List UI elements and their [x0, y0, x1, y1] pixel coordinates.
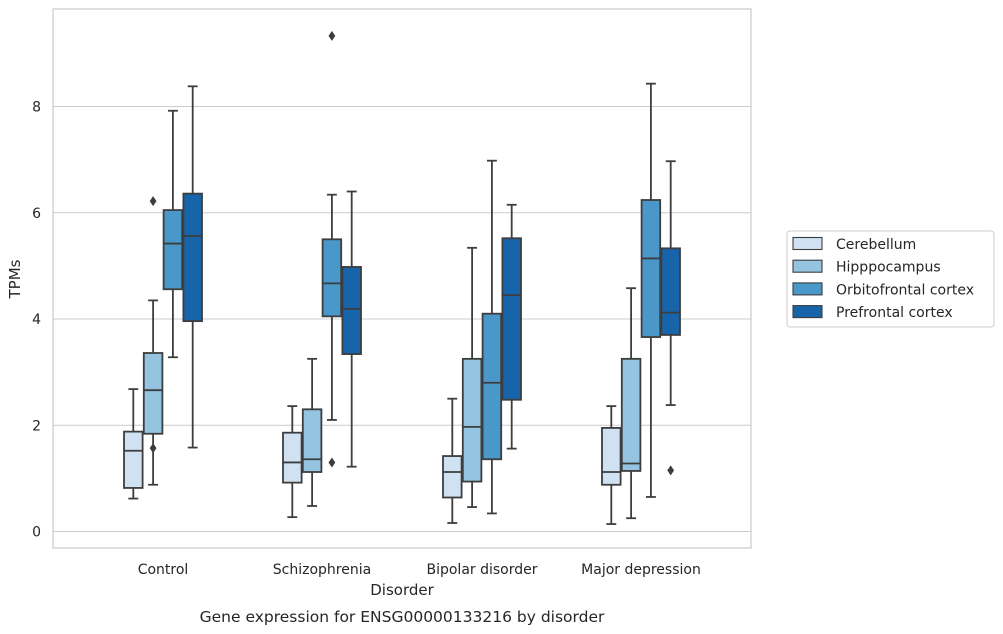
- legend-swatch: [792, 305, 823, 319]
- legend: Cerebellum Hipppocampus Orbitofrontal cort…: [786, 230, 995, 328]
- legend-swatch: [792, 259, 823, 273]
- boxes: [123, 30, 681, 525]
- legend-swatch: [792, 236, 823, 251]
- legend-frame: [786, 230, 995, 328]
- box-1-1: [301, 357, 323, 507]
- box-iqr: [182, 192, 203, 323]
- box-3-1: [620, 287, 642, 520]
- box-iqr: [481, 312, 503, 461]
- box-3-3: [660, 160, 681, 476]
- box-iqr: [282, 431, 303, 484]
- legend-label: Hipppocampus: [836, 260, 941, 276]
- box-2-1: [461, 246, 483, 508]
- box-0-2: [162, 109, 184, 359]
- outlier-point: [149, 443, 157, 454]
- box-0-0: [123, 388, 144, 500]
- chart-caption: Gene expression for ENSG00000133216 by d…: [200, 608, 605, 626]
- box-2-0: [442, 397, 463, 524]
- box-iqr: [640, 199, 662, 338]
- box-iqr: [142, 352, 164, 435]
- x-tick-label: Bipolar disorder: [426, 562, 537, 578]
- box-iqr: [123, 430, 144, 489]
- plot-frame: [52, 8, 752, 549]
- box-iqr: [620, 357, 642, 472]
- y-tick-label: 4: [32, 312, 41, 328]
- outlier-point: [667, 465, 675, 476]
- y-tick-label: 8: [32, 100, 41, 116]
- y-tick-label: 2: [32, 418, 41, 434]
- box-1-2: [321, 30, 343, 468]
- box-3-0: [601, 405, 622, 525]
- box-iqr: [341, 266, 362, 355]
- y-axis-label: TPMs: [6, 259, 24, 299]
- y-tick-label: 6: [32, 206, 41, 222]
- box-2-2: [481, 159, 503, 515]
- box-0-3: [182, 85, 203, 449]
- box-iqr: [501, 237, 522, 401]
- legend-label: Orbitofrontal cortex: [836, 282, 974, 298]
- box-0-1: [142, 196, 164, 486]
- x-tick-labels: Control Schizophrenia Bipolar disorder Majo…: [138, 562, 701, 578]
- x-tick-label: Schizophrenia: [273, 562, 371, 578]
- legend-label: Prefrontal cortex: [836, 305, 953, 321]
- box-1-3: [341, 190, 362, 468]
- box-1-0: [282, 405, 303, 519]
- box-2-3: [501, 203, 522, 450]
- y-tick-labels: 0 2 4 6 8: [32, 100, 41, 541]
- box-iqr: [461, 357, 483, 483]
- box-3-2: [640, 82, 662, 498]
- legend-swatch: [792, 282, 823, 296]
- x-tick-label: Major depression: [581, 562, 701, 578]
- outlier-point: [149, 196, 157, 207]
- box-iqr: [301, 408, 323, 473]
- outlier-point: [328, 30, 336, 41]
- outlier-point: [328, 457, 336, 468]
- box-iqr: [660, 247, 681, 336]
- box-iqr: [321, 238, 343, 318]
- x-axis-label: Disorder: [370, 581, 434, 599]
- box-iqr: [442, 455, 463, 499]
- y-tick-label: 0: [32, 525, 41, 541]
- x-tick-label: Control: [138, 562, 189, 578]
- box-iqr: [162, 209, 184, 291]
- box-iqr: [601, 427, 622, 486]
- legend-label: Cerebellum: [836, 237, 916, 253]
